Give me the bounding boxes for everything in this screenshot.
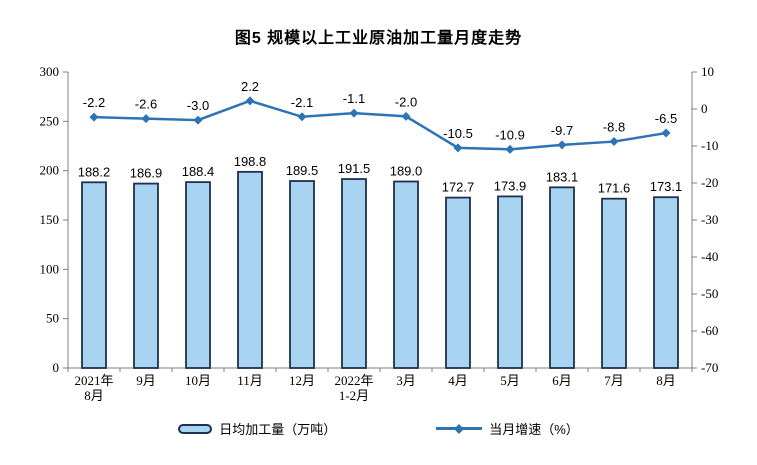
x-category-label: 2021年 <box>74 373 113 388</box>
left-axis-tick-label: 300 <box>40 64 60 79</box>
line-marker[interactable] <box>505 144 515 154</box>
bar[interactable] <box>289 180 315 369</box>
right-axis-tick-label: -60 <box>701 323 718 338</box>
bar[interactable] <box>445 196 471 369</box>
bar[interactable] <box>601 197 627 369</box>
diamond-marker-icon <box>454 423 465 434</box>
line-value-label: -9.7 <box>551 123 573 138</box>
x-category-label: 9月 <box>136 373 156 388</box>
bar-value-label: 183.1 <box>546 169 579 184</box>
x-category-label: 6月 <box>552 373 572 388</box>
bar[interactable] <box>653 196 679 369</box>
x-category-label: 3月 <box>396 373 416 388</box>
right-axis-tick-label: -30 <box>701 212 718 227</box>
right-axis-tick-label: -20 <box>701 175 718 190</box>
x-category-label: 5月 <box>500 373 520 388</box>
right-axis-tick-label: 10 <box>701 64 714 79</box>
legend-item-bar[interactable]: 日均加工量（万吨） <box>178 419 336 438</box>
bar-swatch-icon <box>178 423 213 434</box>
line-value-label: -6.5 <box>655 111 677 126</box>
legend-line-label: 当月增速（%） <box>489 422 579 437</box>
line-value-label: -2.0 <box>395 94 417 109</box>
right-axis-tick-label: -10 <box>701 138 718 153</box>
line-value-label: 2.2 <box>241 79 259 94</box>
bar-value-label: 186.9 <box>130 166 163 181</box>
legend-item-line[interactable]: 当月增速（%） <box>436 419 579 438</box>
bar[interactable] <box>549 186 575 369</box>
left-axis-tick-label: 0 <box>53 360 60 375</box>
legend-bar-label: 日均加工量（万吨） <box>219 422 337 437</box>
line-marker[interactable] <box>609 137 619 147</box>
line-value-label: -1.1 <box>343 91 365 106</box>
x-category-label: 8月 <box>84 388 104 403</box>
line-value-label: -2.1 <box>291 95 313 110</box>
right-axis-tick-label: -50 <box>701 286 718 301</box>
right-axis-tick-label: 0 <box>701 101 708 116</box>
line-marker[interactable] <box>245 96 255 106</box>
line-value-label: -8.8 <box>603 120 625 135</box>
bar[interactable] <box>237 170 263 369</box>
bar[interactable] <box>185 181 211 369</box>
left-axis-tick-label: 100 <box>40 261 60 276</box>
line-value-label: -10.9 <box>495 127 525 142</box>
left-axis-tick-label: 150 <box>40 212 60 227</box>
x-category-label: 8月 <box>656 373 676 388</box>
bar[interactable] <box>497 195 523 369</box>
line-value-label: -2.2 <box>83 95 105 110</box>
chart-legend: 日均加工量（万吨） 当月增速（%） <box>0 419 757 438</box>
bar-value-label: 188.2 <box>78 164 111 179</box>
line-marker[interactable] <box>141 114 151 124</box>
bar-value-label: 171.6 <box>598 181 631 196</box>
chart-title: 图5 规模以上工业原油加工量月度走势 <box>234 30 523 47</box>
line-marker[interactable] <box>89 112 99 122</box>
right-axis-tick-label: -70 <box>701 360 718 375</box>
line-value-label: -2.6 <box>135 97 157 112</box>
line-swatch-icon <box>436 423 483 434</box>
bar-value-label: 191.5 <box>338 161 371 176</box>
x-category-label: 11月 <box>237 373 263 388</box>
x-category-label: 10月 <box>185 373 211 388</box>
bar[interactable] <box>133 182 159 369</box>
line-marker[interactable] <box>661 128 671 138</box>
bar-value-label: 173.1 <box>650 179 683 194</box>
line-marker[interactable] <box>297 112 307 122</box>
line-marker[interactable] <box>349 108 359 118</box>
bar-value-label: 188.4 <box>182 164 215 179</box>
line-value-label: -3.0 <box>187 98 209 113</box>
bar-value-label: 198.8 <box>234 154 267 169</box>
x-category-label: 4月 <box>448 373 468 388</box>
left-axis-tick-label: 50 <box>46 311 59 326</box>
line-marker[interactable] <box>401 111 411 121</box>
right-axis-tick-label: -40 <box>701 249 718 264</box>
line-marker[interactable] <box>557 140 567 150</box>
x-category-label: 1-2月 <box>339 388 369 403</box>
left-axis-tick-label: 200 <box>40 163 60 178</box>
line-marker[interactable] <box>453 143 463 153</box>
growth-line[interactable] <box>93 99 667 151</box>
x-category-label: 12月 <box>289 373 315 388</box>
line-value-label: -10.5 <box>443 126 473 141</box>
bar-value-label: 189.0 <box>390 164 423 179</box>
bar[interactable] <box>393 180 419 369</box>
left-axis-tick-label: 250 <box>40 113 60 128</box>
line-marker[interactable] <box>193 115 203 125</box>
x-category-label: 2022年 <box>334 373 373 388</box>
bar-value-label: 173.9 <box>494 178 527 193</box>
bar-value-label: 172.7 <box>442 180 475 195</box>
bar[interactable] <box>81 181 107 369</box>
bar[interactable] <box>341 178 367 369</box>
bar-value-label: 189.5 <box>286 163 319 178</box>
x-category-label: 7月 <box>604 373 624 388</box>
